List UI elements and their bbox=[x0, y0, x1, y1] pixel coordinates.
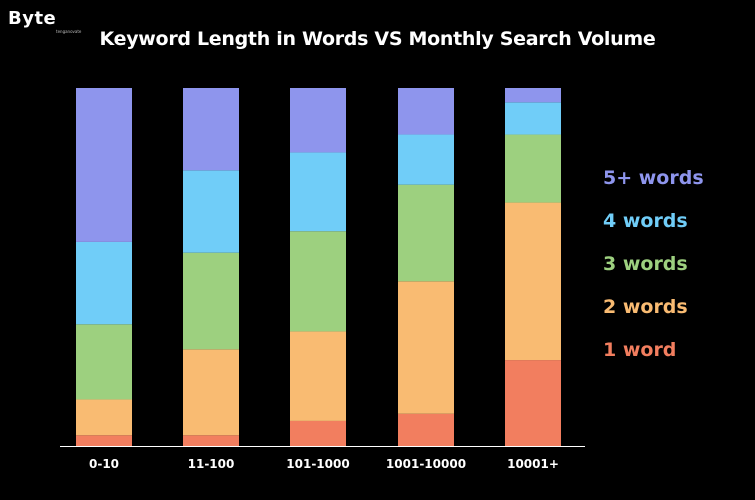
bar-segment-3-words-10001- bbox=[505, 134, 561, 203]
bar-segment-5-words-1001-10000 bbox=[398, 88, 454, 135]
bar-segment-1-word-0-10 bbox=[76, 435, 132, 446]
bar-segment-5-words-11-100 bbox=[183, 88, 239, 171]
bar-segment-5-words-101-1000 bbox=[290, 88, 346, 153]
logo-subtext: tenganovate bbox=[56, 29, 82, 34]
bar-segment-1-word-101-1000 bbox=[290, 420, 346, 446]
x-tick-label: 101-1000 bbox=[286, 457, 349, 471]
legend-item-5-words: 5+ words bbox=[603, 167, 704, 189]
bar-segment-1-word-10001- bbox=[505, 360, 561, 446]
bar-segment-4-words-10001- bbox=[505, 102, 561, 135]
bar-segment-2-words-0-10 bbox=[76, 399, 132, 436]
x-tick-label: 10001+ bbox=[507, 457, 559, 471]
bar-segment-2-words-10001- bbox=[505, 202, 561, 361]
bar-segment-4-words-11-100 bbox=[183, 170, 239, 253]
bar-segment-3-words-11-100 bbox=[183, 252, 239, 350]
bar-segment-1-word-11-100 bbox=[183, 435, 239, 446]
bar-segment-3-words-1001-10000 bbox=[398, 184, 454, 282]
legend-item-1-word: 1 word bbox=[603, 339, 677, 361]
x-tick-label: 1001-10000 bbox=[386, 457, 466, 471]
bar-segment-4-words-101-1000 bbox=[290, 152, 346, 232]
bar-segment-2-words-11-100 bbox=[183, 349, 239, 436]
bar-segment-5-words-10001- bbox=[505, 88, 561, 103]
logo-text: Byte bbox=[8, 8, 57, 29]
chart-legend: 5+ words 4 words 3 words 2 words 1 word bbox=[603, 163, 704, 378]
bar-segment-4-words-1001-10000 bbox=[398, 134, 454, 185]
brand-logo: Byte tenganovate bbox=[8, 8, 81, 34]
x-tick-label: 0-10 bbox=[89, 457, 119, 471]
bar-segment-3-words-101-1000 bbox=[290, 231, 346, 332]
bar-segment-2-words-1001-10000 bbox=[398, 281, 454, 414]
legend-item-2-words: 2 words bbox=[603, 296, 688, 318]
bar-segment-3-words-0-10 bbox=[76, 324, 132, 400]
x-tick-label: 11-100 bbox=[188, 457, 235, 471]
bar-segment-5-words-0-10 bbox=[76, 88, 132, 242]
legend-item-3-words: 3 words bbox=[603, 253, 688, 275]
bar-segment-1-word-1001-10000 bbox=[398, 413, 454, 446]
bar-segment-2-words-101-1000 bbox=[290, 331, 346, 421]
chart-title: Keyword Length in Words VS Monthly Searc… bbox=[99, 28, 656, 50]
bar-segment-4-words-0-10 bbox=[76, 241, 132, 325]
legend-item-4-words: 4 words bbox=[603, 210, 688, 232]
